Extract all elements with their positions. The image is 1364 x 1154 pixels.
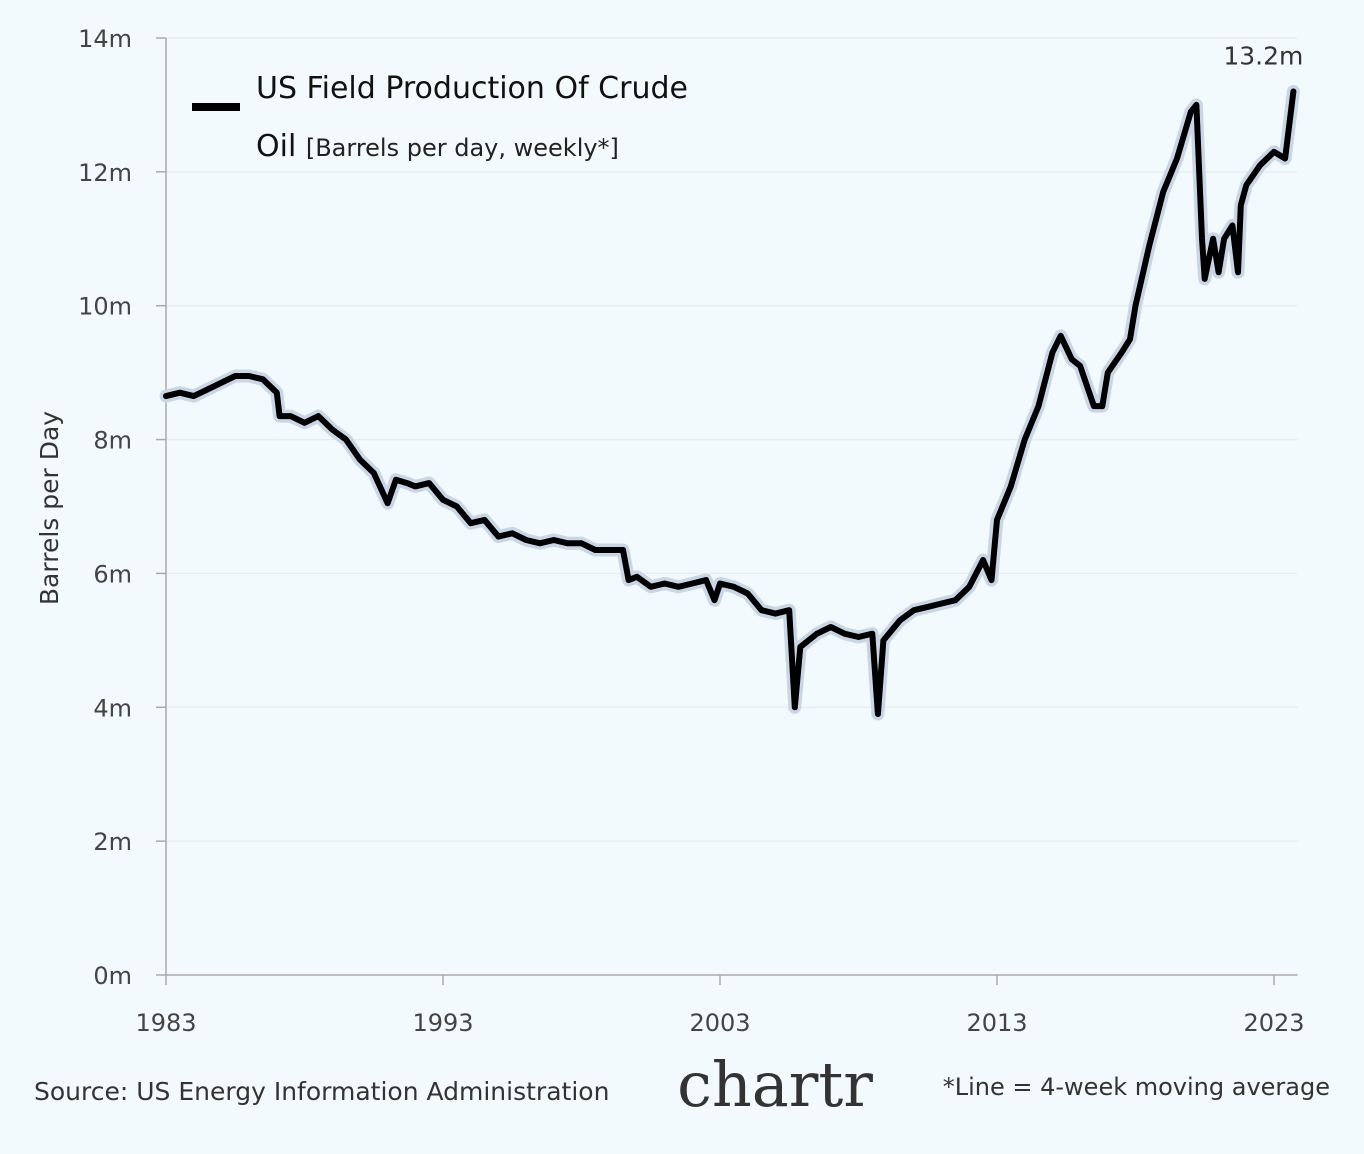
logo: chartr xyxy=(677,1048,873,1121)
y-tick-label: 14m xyxy=(78,25,132,53)
line xyxy=(163,88,1297,717)
y-axis-label: Barrels per Day xyxy=(35,411,64,605)
subtitle: [Barrels per day, weekly*] xyxy=(305,134,619,162)
line-halo xyxy=(159,85,1300,721)
y-tick-label: 4m xyxy=(93,694,132,722)
x-tick-label: 2003 xyxy=(689,1009,750,1037)
x-tick-label: 1983 xyxy=(135,1009,196,1037)
legend-label: US Field Production Of Crude Oil xyxy=(256,71,688,164)
y-tick-label: 6m xyxy=(93,560,132,588)
source: Source: US Energy Information Administra… xyxy=(34,1077,609,1106)
annotation: 13.2m xyxy=(1223,42,1303,71)
legend: US Field Production Of Crude Oil [Barrel… xyxy=(256,60,736,177)
x-tick-label: 1993 xyxy=(412,1009,473,1037)
footnote: *Line = 4-week moving average xyxy=(943,1073,1330,1101)
y-tick-label: 8m xyxy=(93,427,132,455)
y-tick-label: 2m xyxy=(93,828,132,856)
y-tick-label: 12m xyxy=(78,159,132,187)
x-tick-label: 2013 xyxy=(966,1009,1027,1037)
x-tick-label: 2023 xyxy=(1243,1009,1304,1037)
y-tick-label: 0m xyxy=(93,962,132,990)
y-tick-label: 10m xyxy=(78,293,132,321)
